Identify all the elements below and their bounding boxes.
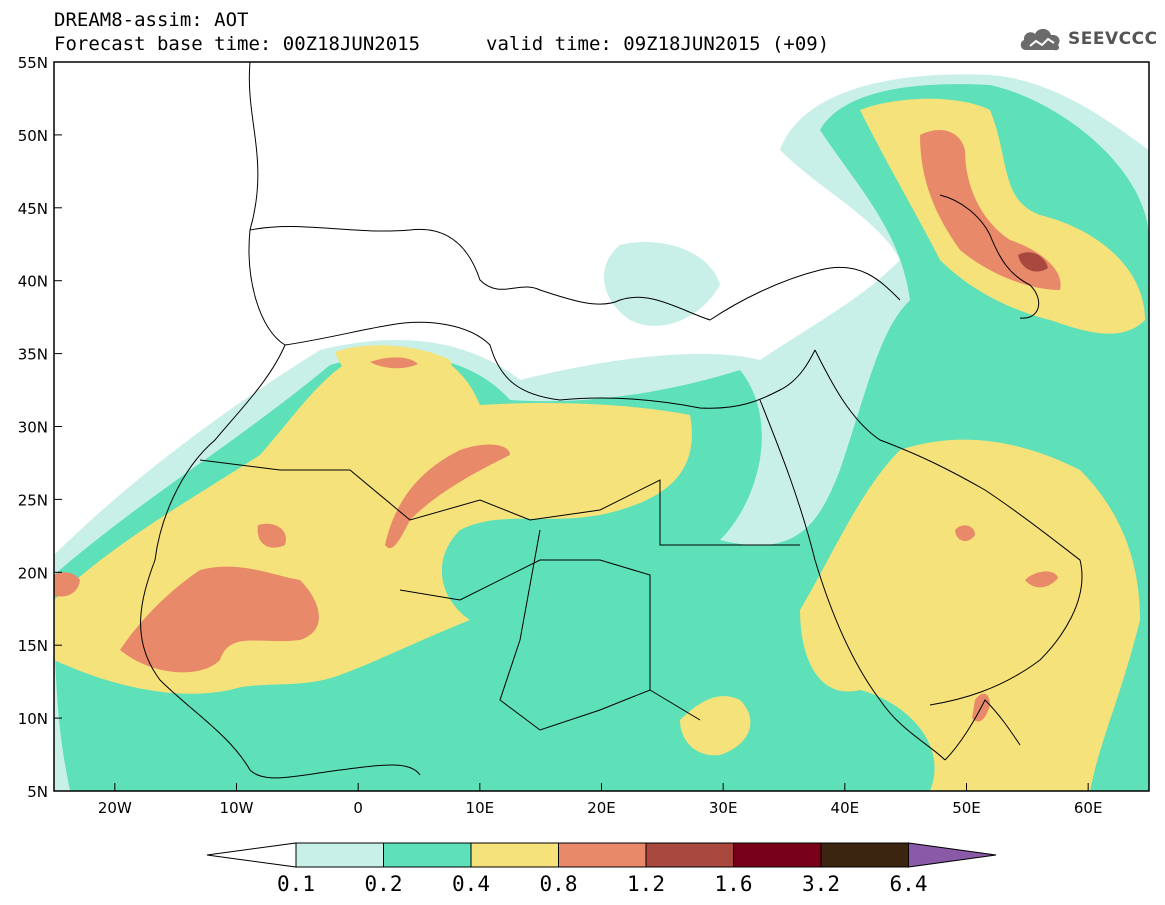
lat-tick-label: 50N: [18, 127, 48, 145]
latitude-axis: 5N 10N 15N 20N 25N 30N 35N 40N 45N 50N 55N: [18, 54, 62, 801]
lat-tick-label: 25N: [18, 491, 48, 509]
lat-tick-label: 45N: [18, 200, 48, 218]
lon-tick-label: 60E: [1074, 799, 1103, 817]
aot-colorbar: [206, 842, 997, 868]
aot-band-0.8-oman: [955, 525, 975, 542]
lat-tick-label: 40N: [18, 273, 48, 291]
forecast-base-time: Forecast base time: 00Z18JUN2015: [54, 33, 421, 55]
colorbar-swatch: [645, 842, 734, 868]
colorbar-level-label: 6.4: [889, 872, 928, 896]
colorbar-level-label: 0.8: [539, 872, 578, 896]
valid-time: valid time: 09Z18JUN2015 (+09): [486, 33, 830, 55]
logo-text: SEEVCCC: [1068, 29, 1158, 49]
lat-tick-label: 15N: [18, 637, 48, 655]
colorbar-level-label: 3.2: [802, 872, 840, 896]
lon-tick-label: 10E: [466, 799, 495, 817]
aot-band-0.8-mauritania: [257, 523, 286, 548]
aot-band-0.8-algeria: [385, 444, 510, 549]
aot-band-0.4-arabia: [800, 439, 1140, 791]
map-title: DREAM8-assim: AOT: [54, 9, 249, 31]
cloud-logo-icon: [1020, 28, 1060, 51]
colorbar-swatch: [820, 842, 909, 868]
aot-band-0.8-caspian: [920, 130, 1061, 290]
aot-band-1.2-caspian: [1018, 252, 1048, 272]
colorbar-level-label: 0.2: [364, 872, 403, 896]
coastline-horn: [944, 699, 1021, 761]
lon-tick-label: 40E: [831, 799, 860, 817]
lon-tick-label: 10W: [220, 799, 254, 817]
aot-band-0.4-tunisia: [335, 345, 453, 399]
lon-tick-label: 50E: [952, 799, 981, 817]
lon-tick-label: 20E: [587, 799, 616, 817]
lat-tick-label: 10N: [18, 710, 48, 728]
colorbar-high-arrow: [908, 842, 997, 868]
lat-tick-label: 20N: [18, 564, 48, 582]
colorbar-swatch: [558, 842, 647, 868]
coastline-red-sea: [759, 399, 946, 761]
aot-band-0.8-libya: [370, 357, 418, 369]
seevccc-logo: SEEVCCC: [1018, 24, 1158, 54]
colorbar-level-label: 1.2: [627, 872, 665, 896]
lon-tick-label: 20W: [98, 799, 132, 817]
colorbar-level-label: 0.4: [452, 872, 490, 896]
coastline-europe: [249, 226, 901, 321]
colorbar-swatch: [383, 842, 472, 868]
aot-band-0.8-uae: [1025, 571, 1058, 588]
border-sahel: [399, 559, 651, 690]
aot-band-0.8-senegal: [120, 566, 319, 673]
colorbar-swatch: [470, 842, 559, 868]
lon-tick-label: 0: [353, 799, 363, 817]
coastline-west-africa: [140, 62, 421, 779]
lat-tick-label: 5N: [27, 783, 48, 801]
lat-tick-label: 55N: [18, 54, 48, 72]
lon-tick-label: 30E: [709, 799, 738, 817]
coastline-arabia: [814, 349, 1083, 706]
colorbar-swatch: [733, 842, 822, 868]
coastline-caspian: [939, 194, 1040, 319]
colorbar-swatch: [295, 842, 384, 868]
coastline-mediterranean: [284, 321, 816, 409]
aot-band-0.8-mali: [54, 572, 80, 597]
colorbar-level-label: 0.1: [277, 872, 315, 896]
border-north-africa: [199, 459, 800, 546]
aot-band-0.1-balkans: [603, 241, 720, 326]
lat-tick-label: 30N: [18, 419, 48, 437]
colorbar-low-arrow: [206, 842, 297, 868]
longitude-axis: 20W 10W 0 10E 20E 30E 40E 50E 60E: [98, 783, 1103, 817]
colorbar-level-label: 1.6: [714, 872, 753, 896]
border-central-africa: [499, 529, 701, 731]
aot-contour-layer: [54, 74, 1149, 791]
aot-band-0.4-ethiopia: [680, 696, 751, 756]
coastline-layer: [140, 62, 1083, 779]
lat-tick-label: 35N: [18, 346, 48, 364]
